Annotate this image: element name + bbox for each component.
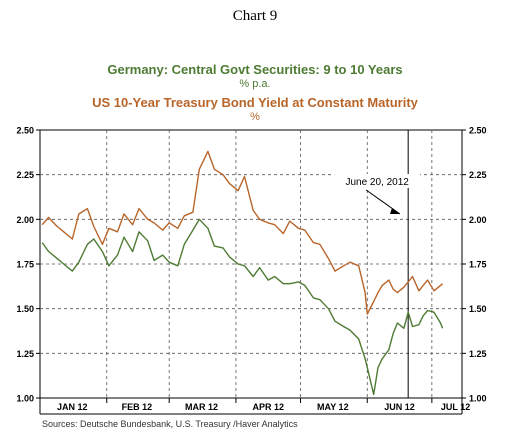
germany-series-title: Germany: Central Govt Securities: 9 to 1… bbox=[107, 62, 403, 77]
y-tick-label-right: 1.75 bbox=[469, 260, 487, 270]
y-tick-label-right: 2.00 bbox=[469, 215, 487, 225]
us-series-title: US 10-Year Treasury Bond Yield at Consta… bbox=[92, 95, 418, 110]
us-series-line bbox=[41, 150, 444, 315]
y-tick-label-left: 1.25 bbox=[16, 349, 34, 359]
y-tick-label-right: 2.50 bbox=[469, 126, 487, 136]
y-tick-label-right: 1.25 bbox=[469, 349, 487, 359]
annotation-label: June 20, 2012 bbox=[345, 177, 409, 188]
y-tick-label-left: 2.25 bbox=[16, 170, 34, 180]
y-tick-label-left: 1.75 bbox=[16, 260, 34, 270]
germany-series-line bbox=[41, 218, 444, 396]
x-tick-label: MAY 12 bbox=[317, 402, 349, 412]
y-tick-label-right: 2.25 bbox=[469, 170, 487, 180]
x-tick-label: JUN 12 bbox=[384, 402, 415, 412]
annotation-arrowhead bbox=[390, 208, 400, 214]
source-note: Sources: Deutsche Bundesbank, U.S. Treas… bbox=[42, 419, 298, 429]
y-tick-label-right: 1.50 bbox=[469, 304, 487, 314]
x-tick-label: MAR 12 bbox=[185, 402, 218, 412]
annotation-label-bg bbox=[334, 174, 421, 188]
y-tick-label-left: 1.50 bbox=[16, 304, 34, 314]
germany-series-unit: % p.a. bbox=[239, 78, 271, 90]
x-tick-label: FEB 12 bbox=[122, 402, 153, 412]
y-tick-label-right: 1.00 bbox=[469, 394, 487, 404]
y-tick-label-left: 2.00 bbox=[16, 215, 34, 225]
y-tick-label-left: 1.00 bbox=[16, 394, 34, 404]
us-series-unit: % bbox=[250, 111, 260, 123]
chart-title: Chart 9 bbox=[232, 8, 278, 24]
y-tick-label-left: 2.50 bbox=[16, 126, 34, 136]
x-tick-label: JUL 12 bbox=[441, 402, 470, 412]
x-tick-label: APR 12 bbox=[252, 402, 284, 412]
x-tick-label: JAN 12 bbox=[57, 402, 88, 412]
